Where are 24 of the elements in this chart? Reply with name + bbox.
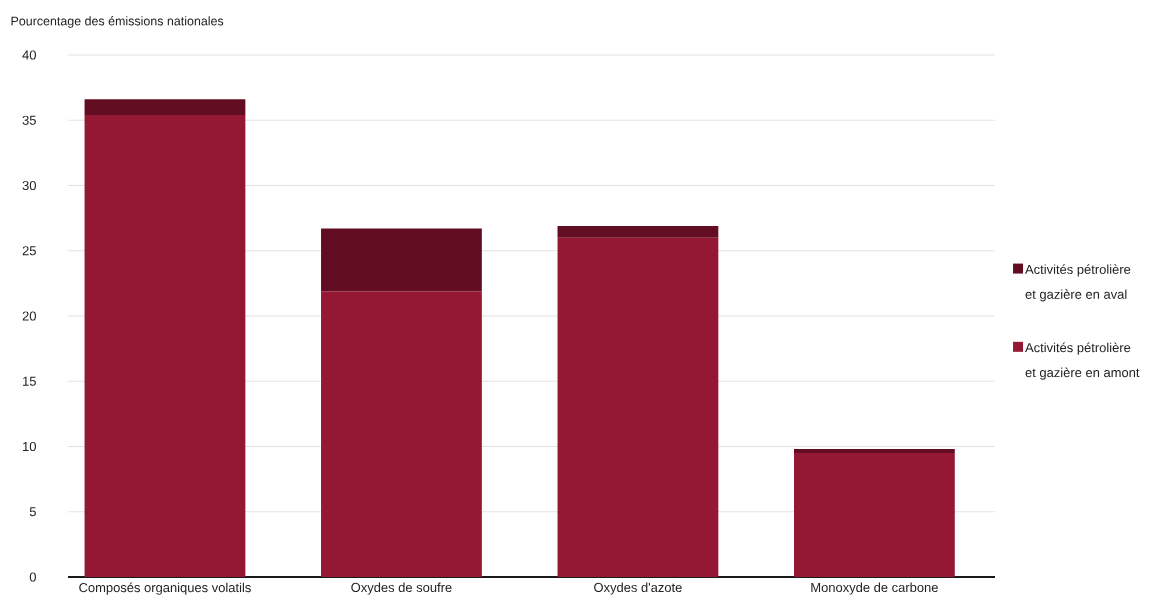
- y-tick-label: 25: [22, 246, 36, 256]
- x-tick-label: Monoxyde de carbone: [811, 582, 938, 595]
- legend-label: Activités pétrolière et gazière en amont: [1025, 342, 1140, 380]
- bar: [794, 453, 955, 577]
- x-tick-label: Oxydes de soufre: [351, 582, 452, 595]
- legend-label: Activités pétrolière et gazière en aval: [1025, 264, 1131, 302]
- y-tick-label: 0: [29, 572, 36, 582]
- bar: [84, 99, 246, 116]
- y-tick-label: 35: [22, 115, 36, 125]
- y-axis-title: Pourcentage des émissions nationales: [11, 16, 224, 28]
- y-tick-label: 40: [22, 50, 36, 60]
- y-tick-label: 20: [22, 311, 36, 321]
- y-tick-label: 15: [23, 376, 36, 386]
- x-tick-label: Composés organiques volatils: [79, 582, 251, 595]
- bar: [557, 225, 719, 238]
- bar: [84, 115, 246, 577]
- bar: [321, 228, 482, 292]
- bar: [557, 237, 719, 577]
- x-tick-label: Oxydes d'azote: [594, 582, 682, 595]
- y-tick-label: 30: [22, 180, 36, 191]
- y-tick-label: 10: [23, 441, 36, 452]
- bar: [321, 291, 482, 577]
- y-tick-label: 5: [29, 507, 36, 517]
- bar: [794, 449, 955, 454]
